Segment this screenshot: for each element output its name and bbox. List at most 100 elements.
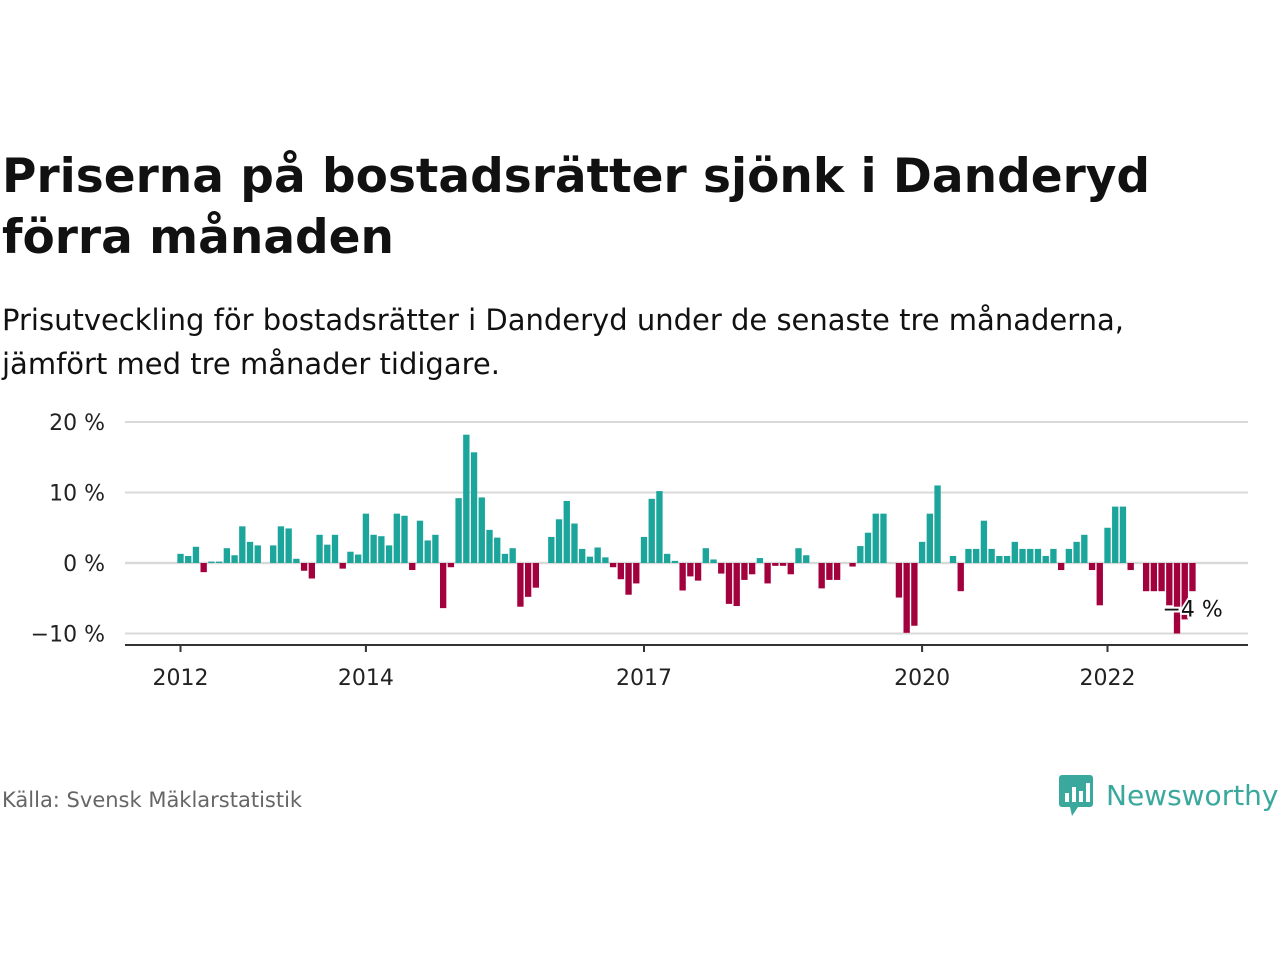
bar: [803, 555, 810, 563]
label-layer: 20 % 10 % 0 % −10 % 2012 2014 2017 2020 2022 −4 %: [31, 411, 1225, 691]
x-tick-label: 2014: [338, 666, 394, 691]
last-value-label: −4 %: [1162, 598, 1222, 623]
bar-chart: 20 % 10 % 0 % −10 % 2012 2014 2017 2020 2022 −4 %: [31, 411, 1248, 691]
bar: [579, 548, 586, 563]
bar-layer: [177, 434, 1196, 634]
x-tick-label: 2020: [894, 666, 950, 691]
bar: [208, 561, 215, 563]
bar: [548, 536, 555, 563]
bar: [463, 434, 470, 563]
y-tick-label: 20 %: [49, 411, 105, 436]
bar: [409, 563, 416, 571]
bar: [926, 513, 933, 563]
x-tick-label: 2012: [153, 666, 209, 691]
bar: [725, 563, 733, 604]
bar: [555, 519, 563, 563]
bar: [1166, 563, 1173, 606]
bar: [996, 555, 1003, 563]
bar: [880, 513, 887, 563]
bar: [316, 534, 323, 563]
bar: [980, 520, 988, 563]
bar: [192, 546, 200, 563]
bar: [609, 563, 617, 568]
bar: [293, 558, 300, 563]
bar: [656, 491, 663, 563]
bar: [625, 563, 632, 595]
bar: [1050, 548, 1057, 563]
bar: [1027, 548, 1034, 563]
bar: [702, 548, 709, 563]
x-tick-label: 2017: [616, 666, 672, 691]
chart-subtitle: Prisutveckling för bostadsrätter i Dande…: [2, 303, 1125, 381]
bar: [741, 563, 748, 580]
bar: [517, 563, 524, 607]
bar: [455, 498, 462, 563]
bar: [509, 548, 516, 563]
bar: [586, 556, 594, 563]
bar: [1081, 534, 1088, 563]
bar: [524, 563, 532, 597]
bar: [478, 497, 485, 563]
bar: [934, 485, 941, 563]
bar: [378, 536, 385, 563]
newsworthy-logo: Newsworthy: [1058, 773, 1279, 817]
bar: [385, 545, 393, 564]
bar: [640, 536, 648, 563]
bar: [231, 555, 238, 563]
bar: [401, 515, 408, 563]
chart-title: Priserna på bostadsrätter sjönk i Dander…: [2, 149, 1151, 265]
bar: [270, 545, 277, 564]
bar: [308, 563, 315, 579]
bar: [1088, 563, 1096, 571]
bar: [988, 548, 995, 563]
bar: [1173, 563, 1181, 634]
bar: [347, 551, 354, 563]
bar: [756, 558, 764, 563]
bar: [826, 563, 833, 580]
bar: [779, 563, 787, 566]
bar: [833, 563, 841, 580]
bar: [501, 553, 509, 563]
bar: [1003, 555, 1011, 563]
bar: [362, 513, 370, 563]
bar: [911, 563, 918, 626]
grid-layer: [125, 421, 1248, 635]
bar: [864, 532, 872, 563]
bar: [633, 563, 640, 584]
bar: [733, 563, 740, 606]
source-note: Källa: Svensk Mäklarstatistik: [2, 788, 303, 812]
bar: [432, 534, 439, 563]
bar: [563, 500, 570, 563]
bar: [494, 537, 501, 563]
bar: [1127, 563, 1134, 571]
bar: [1189, 563, 1196, 592]
bar: [787, 563, 794, 575]
bar: [895, 563, 903, 598]
bar: [617, 563, 624, 580]
bar: [1104, 527, 1111, 563]
y-tick-label: −10 %: [31, 623, 105, 648]
bar: [571, 523, 578, 563]
x-tick-label: 2022: [1080, 666, 1136, 691]
bar: [1019, 548, 1026, 563]
logo-text: Newsworthy: [1106, 778, 1279, 812]
bar: [424, 540, 431, 563]
bar: [710, 559, 717, 563]
bar: [1150, 563, 1158, 592]
bar: [1073, 541, 1080, 563]
bar: [1042, 555, 1049, 563]
bar: [1142, 563, 1150, 592]
bar: [324, 544, 331, 563]
bar: [764, 563, 771, 584]
bar: [772, 563, 779, 566]
bar: [254, 545, 261, 564]
bar: [1112, 506, 1119, 563]
bar: [694, 563, 702, 581]
bar: [664, 553, 671, 563]
bar: [973, 548, 980, 563]
bar: [1119, 506, 1127, 563]
bar: [447, 563, 455, 568]
bar: [903, 563, 910, 633]
bar: [185, 555, 192, 563]
bar: [223, 548, 231, 563]
